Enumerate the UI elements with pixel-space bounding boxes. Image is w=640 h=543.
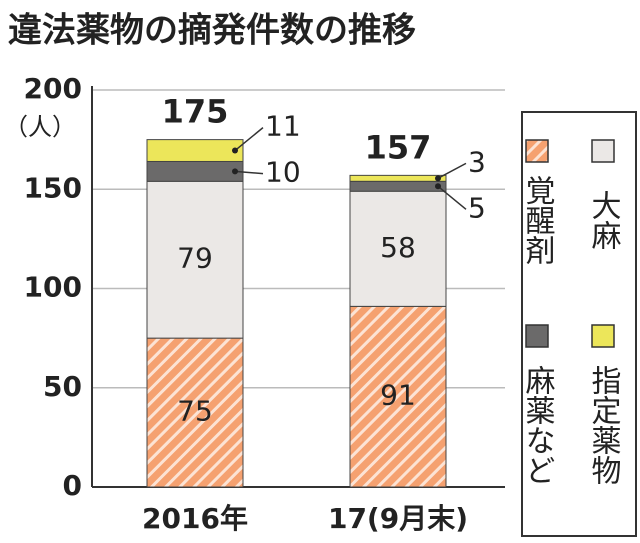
- legend-swatch: [525, 139, 549, 163]
- leader-dot: [435, 183, 441, 190]
- bar-segment: [349, 174, 447, 182]
- legend-swatch: [591, 324, 615, 348]
- y-axis-label: （人）: [4, 113, 76, 141]
- total-label: 175: [162, 93, 229, 131]
- bar-segment: [146, 139, 244, 162]
- leader-dot: [232, 147, 238, 154]
- y-tick-label: 0: [63, 469, 82, 502]
- legend-swatch: [525, 324, 549, 348]
- bar-segment: [349, 180, 447, 192]
- leader-line: [437, 162, 467, 179]
- value-label: 58: [380, 231, 416, 264]
- y-tick-label: 50: [43, 370, 82, 403]
- y-tick-label: 200: [24, 72, 82, 105]
- x-tick-label: 17(9月末): [328, 502, 468, 535]
- leader-dot: [232, 168, 238, 175]
- legend-label: 麻薬など: [520, 365, 556, 485]
- leader-line: [234, 170, 264, 175]
- value-label: 91: [380, 379, 416, 412]
- y-tick-label: 150: [24, 171, 82, 204]
- leader-line: [234, 127, 264, 152]
- value-label: 11: [265, 110, 301, 143]
- value-label: 5: [468, 191, 486, 224]
- bar-segment: [146, 337, 244, 488]
- value-label: 75: [177, 395, 213, 428]
- total-label: 157: [365, 128, 432, 166]
- x-tick-label: 2016年: [142, 502, 248, 535]
- legend-label: 覚醒剤: [520, 175, 556, 265]
- legend-label: 大麻: [586, 190, 622, 250]
- chart-title: 違法薬物の摘発件数の推移: [8, 11, 416, 51]
- legend-swatch: [591, 139, 615, 163]
- value-label: 79: [177, 242, 213, 275]
- bar-segment: [146, 160, 244, 182]
- leader-line: [437, 185, 467, 210]
- leader-dot: [435, 175, 441, 182]
- legend-label: 指定薬物: [586, 365, 622, 485]
- value-label: 3: [468, 145, 486, 178]
- legend-box: [521, 111, 637, 537]
- value-label: 10: [265, 156, 301, 189]
- bar-segment: [146, 180, 244, 339]
- y-tick-label: 100: [24, 271, 82, 304]
